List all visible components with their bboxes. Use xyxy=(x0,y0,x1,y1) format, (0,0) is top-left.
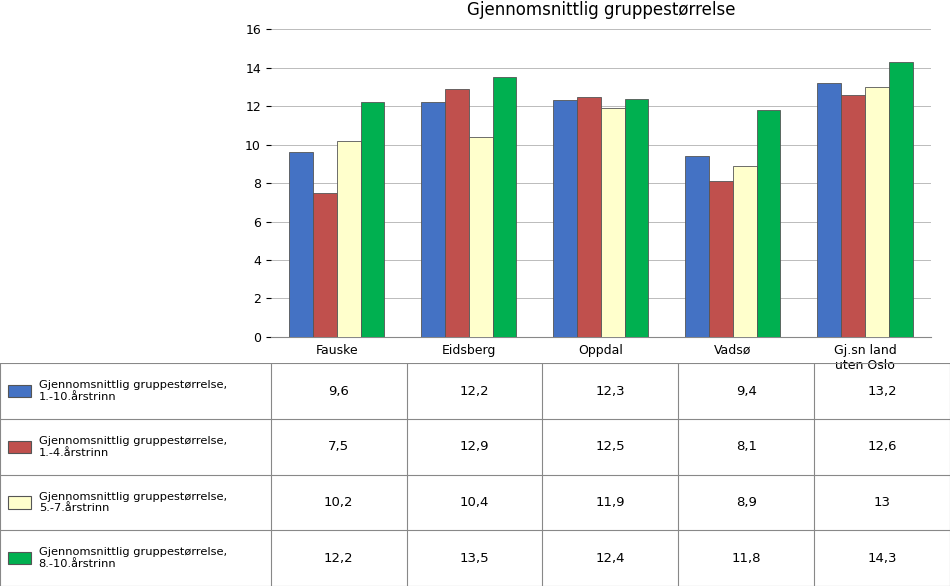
Bar xyxy=(864,87,889,337)
Bar xyxy=(733,166,757,337)
Bar xyxy=(445,89,469,337)
Text: 10,2: 10,2 xyxy=(324,496,353,509)
Text: Gjennomsnittlig gruppestørrelse,
5.-7.årstrinn: Gjennomsnittlig gruppestørrelse, 5.-7.år… xyxy=(39,492,227,513)
Bar xyxy=(8,385,31,397)
Text: 10,4: 10,4 xyxy=(460,496,489,509)
Text: 12,2: 12,2 xyxy=(324,551,353,565)
Bar xyxy=(469,137,493,337)
Text: 13,2: 13,2 xyxy=(867,384,897,398)
Text: 13,5: 13,5 xyxy=(460,551,489,565)
Bar xyxy=(289,152,313,337)
Bar xyxy=(8,552,31,564)
Bar xyxy=(577,97,600,337)
Text: 12,9: 12,9 xyxy=(460,440,489,454)
Text: 8,1: 8,1 xyxy=(735,440,757,454)
Text: 12,5: 12,5 xyxy=(596,440,625,454)
Bar xyxy=(553,100,577,337)
Text: 12,6: 12,6 xyxy=(867,440,897,454)
Text: 14,3: 14,3 xyxy=(867,551,897,565)
Bar xyxy=(685,156,709,337)
Text: 12,2: 12,2 xyxy=(460,384,489,398)
Bar xyxy=(336,141,361,337)
Bar xyxy=(361,103,385,337)
Bar xyxy=(709,181,733,337)
Bar xyxy=(493,77,517,337)
Text: 8,9: 8,9 xyxy=(736,496,756,509)
Bar xyxy=(600,108,625,337)
Bar xyxy=(817,83,841,337)
Text: 11,8: 11,8 xyxy=(732,551,761,565)
Title: Gjennomsnittlig gruppestørrelse: Gjennomsnittlig gruppestørrelse xyxy=(466,1,735,19)
Text: Gjennomsnittlig gruppestørrelse,
1.-10.årstrinn: Gjennomsnittlig gruppestørrelse, 1.-10.å… xyxy=(39,380,227,402)
Bar xyxy=(313,193,336,337)
Text: 7,5: 7,5 xyxy=(328,440,350,454)
Text: 12,4: 12,4 xyxy=(596,551,625,565)
Bar xyxy=(625,98,649,337)
Bar xyxy=(421,103,445,337)
Text: 9,6: 9,6 xyxy=(329,384,349,398)
Bar xyxy=(889,62,913,337)
Text: Gjennomsnittlig gruppestørrelse,
8.-10.årstrinn: Gjennomsnittlig gruppestørrelse, 8.-10.å… xyxy=(39,547,227,569)
Bar xyxy=(8,496,31,509)
Text: 9,4: 9,4 xyxy=(736,384,756,398)
Text: 11,9: 11,9 xyxy=(596,496,625,509)
Text: Gjennomsnittlig gruppestørrelse,
1.-4.årstrinn: Gjennomsnittlig gruppestørrelse, 1.-4.år… xyxy=(39,436,227,458)
Bar xyxy=(841,95,865,337)
Text: 13: 13 xyxy=(874,496,890,509)
Bar xyxy=(8,441,31,453)
Text: 12,3: 12,3 xyxy=(596,384,625,398)
Bar xyxy=(757,110,781,337)
